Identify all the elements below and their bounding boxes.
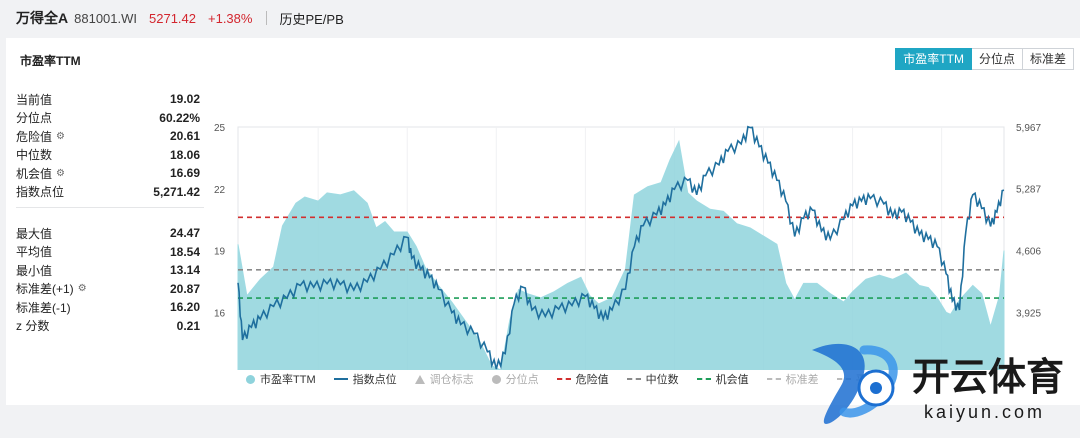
stat-value: 16.69	[169, 166, 200, 181]
kaiyun-logo-icon	[812, 343, 898, 424]
stat-label: 最小值	[16, 263, 53, 278]
legend-label: 调仓标志	[429, 374, 474, 386]
stat-label: z 分数	[16, 319, 50, 334]
stat-label: 危险值	[16, 129, 53, 144]
index-change: +1.38%	[208, 10, 253, 26]
stat-value: 20.87	[169, 281, 200, 296]
stat-index-level: 指数点位 5,271.42	[16, 183, 200, 202]
card-title: 市盈率TTM	[20, 54, 81, 68]
legend-label: 指数点位	[352, 374, 397, 386]
stat-value: 13.14	[169, 263, 200, 278]
stat-opportunity: 机会值 ⚙ 16.69	[16, 164, 200, 183]
stat-value: 24.47	[169, 226, 200, 241]
stat-label: 标准差(+1)	[16, 282, 74, 297]
gear-icon[interactable]: ⚙	[56, 130, 65, 142]
chart-legend: 市盈率TTM指数点位调仓标志分位点危险值中位数机会值标准差平均值	[246, 371, 889, 387]
legend-item[interactable]: 机会值	[696, 371, 749, 387]
series-pe-area	[237, 139, 1005, 370]
legend-label: 中位数	[645, 374, 679, 386]
stat-value: 20.61	[169, 129, 200, 144]
gear-icon[interactable]: ⚙	[77, 283, 87, 295]
legend-label: 分位点	[505, 374, 539, 386]
y-left-tick-label: 16	[214, 308, 226, 319]
stat-current: 当前值 19.02	[16, 90, 200, 109]
metric-tabs: 市盈率TTM 分位点 标准差	[895, 48, 1074, 70]
legend-label: 危险值	[575, 374, 609, 386]
stat-std-plus: 标准差(+1) ⚙ 20.87	[16, 280, 200, 299]
stat-label: 最大值	[16, 226, 53, 241]
stats-divider	[16, 207, 204, 208]
legend-item[interactable]: 市盈率TTM	[246, 371, 316, 387]
stat-label: 平均值	[16, 245, 53, 260]
legend-line-icon	[556, 378, 571, 380]
stats-panel: 当前值 19.02 分位点 60.22% 危险值 ⚙ 20.61 中位数 18.06 机会…	[16, 90, 204, 336]
legend-item[interactable]: 分位点	[491, 371, 539, 387]
stat-danger: 危险值 ⚙ 20.61	[16, 127, 200, 146]
stat-max: 最大值 24.47	[16, 224, 200, 243]
legend-label: 标准差	[785, 374, 819, 386]
stat-value: 16.20	[169, 300, 200, 315]
stat-std-minus: 标准差(-1) 16.20	[16, 298, 200, 317]
legend-dot-icon	[246, 374, 255, 384]
legend-line-icon	[333, 378, 348, 380]
index-price: 5271.42	[149, 10, 196, 26]
stat-label: 指数点位	[16, 185, 65, 200]
legend-item[interactable]: 标准差	[766, 371, 819, 387]
legend-line-icon	[626, 378, 641, 380]
legend-dot-icon	[491, 374, 501, 384]
stat-mean: 平均值 18.54	[16, 243, 200, 262]
index-name: 万得全A	[16, 10, 69, 26]
legend-line-icon	[766, 378, 781, 380]
stat-value: 18.54	[169, 244, 200, 259]
y-left-tick-label: 25	[214, 123, 226, 134]
stat-value: 0.21	[176, 318, 200, 333]
legend-triangle-icon	[414, 374, 425, 384]
pe-chart[interactable]: 17-01-0118-01-0119-01-0120-01-0121-01-01…	[202, 80, 1072, 370]
stat-z-score: z 分数 0.21	[16, 317, 200, 336]
stat-label: 分位点	[16, 111, 53, 126]
y-right-tick-label: 5,967	[1016, 123, 1041, 134]
y-right-tick-label: 5,287	[1016, 185, 1041, 196]
index-code: 881001.WI	[74, 10, 137, 26]
stat-label: 机会值	[16, 166, 53, 181]
watermark-brand: 开云体育	[912, 357, 1064, 399]
stat-label: 中位数	[16, 148, 53, 163]
tab-std-dev[interactable]: 标准差	[1022, 48, 1074, 70]
stat-value: 5,271.42	[153, 184, 200, 199]
legend-item[interactable]: 中位数	[626, 371, 679, 387]
y-left-tick-label: 22	[214, 185, 226, 196]
legend-label: 机会值	[715, 374, 749, 386]
stat-min: 最小值 13.14	[16, 261, 200, 280]
stat-label: 标准差(-1)	[16, 300, 71, 315]
header-bar: 万得全A 881001.WI 5271.42 +1.38% 历史PE/PB	[0, 0, 1080, 36]
legend-item[interactable]: 调仓标志	[414, 371, 474, 387]
legend-label: 市盈率TTM	[260, 374, 316, 386]
stat-label: 当前值	[16, 92, 53, 107]
stat-value: 19.02	[169, 92, 200, 107]
stat-value: 60.22%	[159, 110, 200, 125]
watermark-url: kaiyun.com	[924, 402, 1045, 422]
valuation-card: 市盈率TTM 市盈率TTM 分位点 标准差 当前值 19.02 分位点 60.22%…	[6, 38, 1080, 424]
stat-value: 18.06	[169, 147, 200, 162]
legend-line-icon	[696, 378, 711, 380]
tab-percentile[interactable]: 分位点	[971, 48, 1023, 70]
stat-percentile: 分位点 60.22%	[16, 109, 200, 128]
history-pe-pb-link[interactable]: 历史PE/PB	[279, 11, 344, 27]
header-divider	[266, 11, 268, 25]
kaiyun-watermark: 开云体育 kaiyun.com	[812, 343, 1064, 424]
stat-median: 中位数 18.06	[16, 146, 200, 165]
series-index-line	[237, 125, 1005, 370]
legend-line-icon	[836, 378, 851, 380]
tab-pe-ttm[interactable]: 市盈率TTM	[895, 48, 972, 70]
legend-item[interactable]: 危险值	[556, 371, 609, 387]
y-right-tick-label: 3,925	[1016, 308, 1041, 319]
y-left-tick-label: 19	[214, 247, 226, 258]
y-right-tick-label: 4,606	[1016, 247, 1041, 258]
legend-item[interactable]: 指数点位	[333, 371, 397, 387]
gear-icon[interactable]: ⚙	[56, 167, 65, 179]
